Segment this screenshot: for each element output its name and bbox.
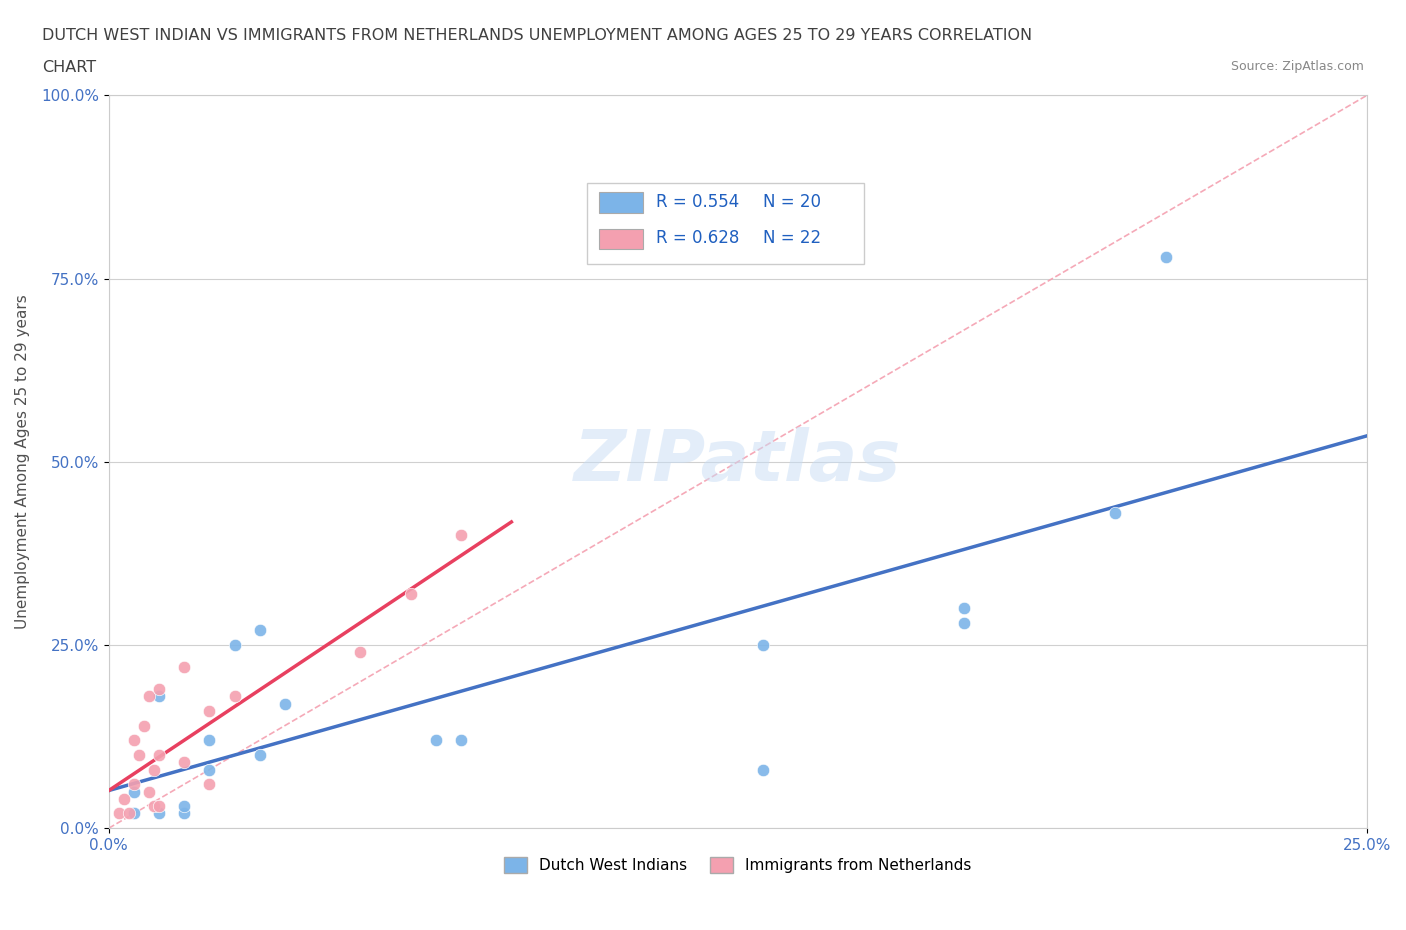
Text: N = 22: N = 22: [763, 230, 821, 247]
Point: [128, 748, 150, 763]
Text: N = 20: N = 20: [763, 193, 821, 211]
Text: ZIPatlas: ZIPatlas: [574, 427, 901, 497]
Point: [249, 748, 271, 763]
Point: [198, 777, 221, 791]
Point: [122, 777, 145, 791]
Text: CHART: CHART: [42, 60, 96, 75]
Point: [249, 623, 271, 638]
Point: [143, 762, 166, 777]
Point: [1154, 249, 1177, 264]
Point: [349, 644, 371, 659]
Point: [1104, 506, 1126, 521]
Text: Source: ZipAtlas.com: Source: ZipAtlas.com: [1230, 60, 1364, 73]
Point: [148, 806, 170, 821]
Point: [138, 784, 160, 799]
Point: [752, 638, 775, 653]
Legend: Dutch West Indians, Immigrants from Netherlands: Dutch West Indians, Immigrants from Neth…: [498, 851, 977, 879]
Point: [112, 791, 135, 806]
Point: [752, 762, 775, 777]
Point: [450, 733, 472, 748]
Text: DUTCH WEST INDIAN VS IMMIGRANTS FROM NETHERLANDS UNEMPLOYMENT AMONG AGES 25 TO 2: DUTCH WEST INDIAN VS IMMIGRANTS FROM NET…: [42, 28, 1032, 43]
Text: R = 0.628: R = 0.628: [657, 230, 740, 247]
Y-axis label: Unemployment Among Ages 25 to 29 years: Unemployment Among Ages 25 to 29 years: [15, 295, 30, 630]
Point: [224, 638, 246, 653]
Point: [173, 806, 195, 821]
Point: [143, 799, 166, 814]
Point: [173, 659, 195, 674]
Point: [108, 806, 131, 821]
Point: [224, 689, 246, 704]
Point: [148, 748, 170, 763]
FancyBboxPatch shape: [586, 183, 863, 264]
Point: [148, 799, 170, 814]
Point: [198, 703, 221, 718]
Point: [953, 601, 976, 616]
Point: [132, 718, 155, 733]
FancyBboxPatch shape: [599, 193, 644, 213]
Point: [122, 784, 145, 799]
Point: [148, 689, 170, 704]
Point: [118, 806, 141, 821]
Point: [148, 682, 170, 697]
Point: [122, 733, 145, 748]
Point: [173, 755, 195, 770]
Point: [274, 697, 297, 711]
Point: [450, 527, 472, 542]
Point: [198, 762, 221, 777]
Point: [122, 806, 145, 821]
Text: R = 0.554: R = 0.554: [657, 193, 740, 211]
Point: [953, 616, 976, 631]
Point: [425, 733, 447, 748]
FancyBboxPatch shape: [599, 229, 644, 249]
Point: [399, 586, 422, 601]
Point: [138, 689, 160, 704]
Point: [173, 799, 195, 814]
Point: [198, 733, 221, 748]
